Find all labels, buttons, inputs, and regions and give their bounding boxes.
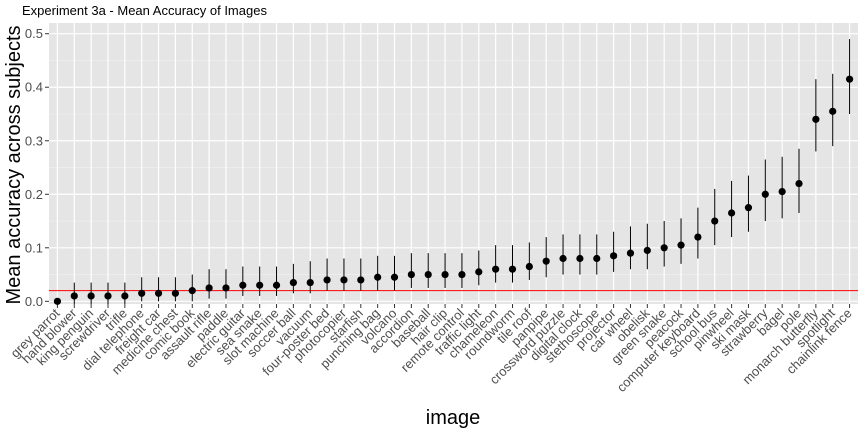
data-point [441,270,449,279]
data-point [87,292,95,300]
data-point [154,289,163,297]
data-point [711,217,719,225]
data-point [694,233,702,241]
x-axis-title: image [426,407,480,429]
y-tick-label: 0.5 [25,26,43,41]
data-point [272,281,281,289]
data-point [626,249,635,257]
data-point [593,254,601,263]
data-point [525,262,533,271]
data-point [188,287,196,295]
data-point [778,188,786,196]
data-point [643,246,651,255]
data-point [171,289,180,297]
data-marks [49,39,858,305]
y-tick-label: 0.4 [25,80,43,95]
data-point [306,278,314,287]
y-tick-label: 0.3 [25,133,43,148]
plot-panel [49,23,858,304]
data-point [727,209,736,217]
y-tick-label: 0.0 [25,294,43,309]
data-point [390,273,399,281]
data-point [508,265,517,273]
data-point [829,107,837,115]
data-point [492,265,500,273]
data-point [407,270,415,279]
data-point [222,284,230,292]
data-point [289,278,297,287]
data-point [795,179,803,188]
data-point [104,292,112,300]
data-point [323,276,331,284]
data-point [475,268,483,276]
data-point [761,190,769,198]
data-point [138,289,146,297]
data-point [677,241,685,249]
data-point [205,284,213,292]
data-point [256,281,264,289]
y-tick-label: 0.2 [25,187,43,202]
data-point [744,204,753,212]
data-point [121,292,129,300]
y-tick-label: 0.1 [25,240,43,255]
data-point [424,270,432,279]
data-point [576,254,584,263]
chart-title: Experiment 3a - Mean Accuracy of Images [22,3,267,18]
data-point [542,257,550,265]
data-point [374,273,382,281]
data-point [660,244,668,252]
data-point [357,276,365,284]
y-axis-title: Mean accuracy across subjects [3,25,25,304]
data-point [70,292,78,300]
data-point [812,115,820,123]
data-point [845,75,854,83]
data-point [610,252,618,260]
data-point [53,297,62,305]
data-point [239,281,247,289]
plot-background [49,23,858,304]
data-point [340,276,348,284]
data-point [559,254,567,263]
data-point [458,270,466,279]
y-axis-ticks: 0.0 0.1 0.2 0.3 0.4 0.5 [25,26,49,309]
